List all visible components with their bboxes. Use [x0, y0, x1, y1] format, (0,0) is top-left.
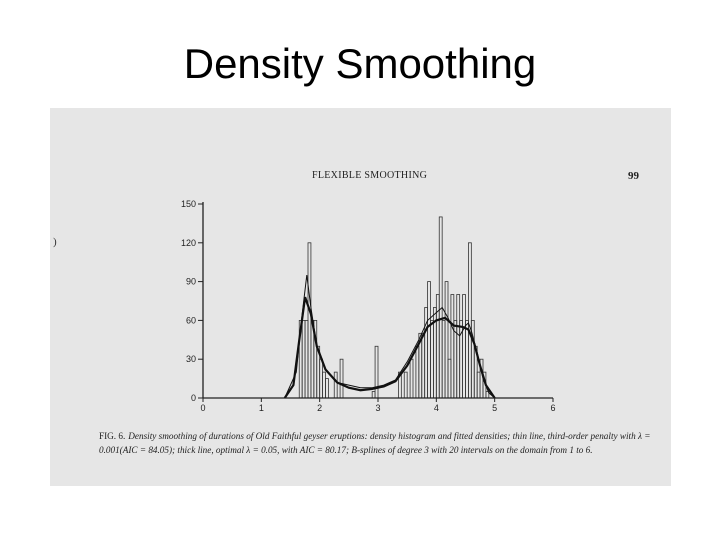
histogram-bar [371, 391, 376, 399]
density-curves [283, 275, 496, 399]
x-tick-label: 0 [200, 403, 205, 413]
histogram-bar [319, 358, 323, 399]
running-head: FLEXIBLE SMOOTHING [312, 170, 428, 181]
histogram-bar [374, 345, 379, 399]
y-tick-label: 60 [186, 315, 196, 325]
y-tick-label: 30 [186, 354, 196, 364]
histogram-bar [430, 319, 434, 399]
x-tick-label: 6 [550, 403, 555, 413]
histogram-bar [421, 332, 426, 399]
histogram-bar [441, 319, 446, 399]
stray-mark: ) [53, 236, 57, 248]
histogram-bar [465, 319, 469, 399]
x-tick-label: 4 [434, 403, 439, 413]
x-tick-label: 5 [492, 403, 497, 413]
y-tick-label: 120 [181, 238, 196, 248]
page-number: 99 [628, 170, 639, 182]
histogram-bar [462, 294, 466, 399]
x-tick-label: 1 [259, 403, 264, 413]
caption-text: Density smoothing of durations of Old Fa… [99, 431, 651, 455]
histogram-bar [415, 345, 420, 399]
thick-density-line [283, 296, 496, 399]
histogram-bar [339, 358, 344, 399]
histogram-bar [450, 294, 455, 399]
y-tick-label: 0 [191, 393, 196, 403]
y-tick-label: 90 [186, 277, 196, 287]
histogram-bar [409, 358, 414, 399]
thin-density-line [284, 275, 496, 399]
figure-caption: FIG. 6. Density smoothing of durations of… [99, 430, 661, 457]
scanned-page: ) FLEXIBLE SMOOTHING 99 0 30 60 90 120 150 0 1 2… [50, 108, 671, 486]
histogram-bar [301, 319, 306, 399]
histogram-bar [322, 371, 326, 399]
histogram-bar [333, 371, 338, 399]
figure-label: FIG. 6. [99, 431, 126, 441]
histogram-bar [444, 281, 449, 399]
histogram-bar [325, 378, 329, 399]
density-chart: 0 30 60 90 120 150 0 1 2 3 4 5 6 [181, 199, 556, 413]
histogram-bar [468, 242, 472, 399]
histogram-bar [447, 358, 452, 399]
x-tick-label: 3 [375, 403, 380, 413]
histogram-bar [427, 281, 431, 399]
y-tick-label: 150 [181, 199, 196, 209]
histogram-bar [476, 371, 481, 399]
histogram-bar [304, 319, 309, 399]
histogram-bar [307, 242, 312, 399]
histogram-bar [403, 371, 408, 399]
x-tick-label: 2 [317, 403, 322, 413]
slide-title: Density Smoothing [183, 40, 537, 87]
histogram-bar [456, 294, 461, 399]
chart-axes: 0 30 60 90 120 150 0 1 2 3 4 5 6 [181, 199, 556, 413]
